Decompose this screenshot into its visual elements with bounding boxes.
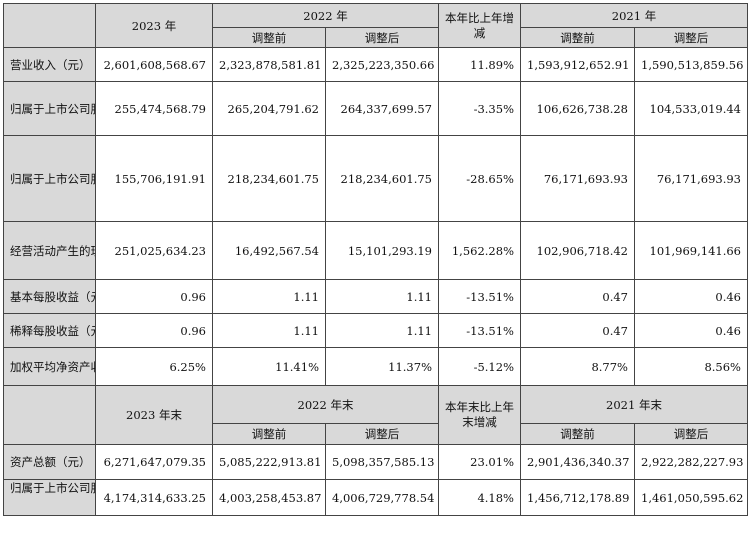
cell-2021-before: 102,906,718.42: [520, 221, 635, 280]
cell-2023: 4,174,314,633.25: [95, 479, 213, 516]
cell-2021-after: 76,171,693.93: [634, 135, 748, 222]
row-label: 加权平均净资产收益率: [3, 347, 96, 386]
cell-2021-after: 0.46: [634, 279, 748, 314]
header-2022-before: 调整前: [212, 423, 326, 445]
cell-2021-before: 0.47: [520, 279, 635, 314]
cell-2023: 6,271,647,079.35: [95, 444, 213, 480]
cell-2021-before: 106,626,738.28: [520, 81, 635, 136]
table-row: 经营活动产生的现金流量净额（元） 251,025,634.23 16,492,5…: [3, 221, 748, 280]
cell-2022-before: 11.41%: [212, 347, 326, 386]
cell-2022-before: 1.11: [212, 279, 326, 314]
cell-2022-after: 11.37%: [325, 347, 439, 386]
header-2021-before: 调整前: [520, 27, 635, 48]
table-row: 稀释每股收益（元/股） 0.96 1.11 1.11 -13.51% 0.47 …: [3, 313, 748, 348]
header-2021-after: 调整后: [634, 27, 748, 48]
cell-2022-before: 218,234,601.75: [212, 135, 326, 222]
cell-2021-after: 1,590,513,859.56: [634, 47, 748, 82]
cell-2021-before: 2,901,436,340.37: [520, 444, 635, 480]
cell-2022-before: 5,085,222,913.81: [212, 444, 326, 480]
cell-2021-after: 2,922,282,227.93: [634, 444, 748, 480]
cell-2022-after: 218,234,601.75: [325, 135, 439, 222]
cell-2021-before: 76,171,693.93: [520, 135, 635, 222]
header-year-2023: 2023 年: [95, 3, 213, 48]
cell-2022-after: 1.11: [325, 313, 439, 348]
cell-2021-after: 8.56%: [634, 347, 748, 386]
cell-2022-before: 1.11: [212, 313, 326, 348]
row-label: 归属于上市公司股东的净利润（元）: [3, 81, 96, 136]
cell-2022-before: 2,323,878,581.81: [212, 47, 326, 82]
cell-2023: 0.96: [95, 313, 213, 348]
cell-2022-before: 4,003,258,453.87: [212, 479, 326, 516]
cell-2022-after: 4,006,729,778.54: [325, 479, 439, 516]
header-2021-before: 调整前: [520, 423, 635, 445]
cell-2021-after: 101,969,141.66: [634, 221, 748, 280]
row-label: 归属于上市公司股东的扣除非经常性损益的净利润（元）: [3, 135, 96, 222]
cell-change: -28.65%: [438, 135, 521, 222]
header-2021-after: 调整后: [634, 423, 748, 445]
cell-2023: 2,601,608,568.67: [95, 47, 213, 82]
header-year-end-2022: 2022 年末: [212, 385, 439, 424]
header-year-2021: 2021 年: [520, 3, 748, 28]
cell-change: 11.89%: [438, 47, 521, 82]
cell-change: 4.18%: [438, 479, 521, 516]
cell-2022-after: 5,098,357,585.13: [325, 444, 439, 480]
table-row: 加权平均净资产收益率 6.25% 11.41% 11.37% -5.12% 8.…: [3, 347, 748, 386]
cell-2022-after: 15,101,293.19: [325, 221, 439, 280]
row-label: 经营活动产生的现金流量净额（元）: [3, 221, 96, 280]
cell-2021-before: 1,456,712,178.89: [520, 479, 635, 516]
cell-2022-after: 264,337,699.57: [325, 81, 439, 136]
cell-change: -3.35%: [438, 81, 521, 136]
cell-change: 23.01%: [438, 444, 521, 480]
table-row: 归属于上市公司股东的净利润（元） 255,474,568.79 265,204,…: [3, 81, 748, 136]
row-label: 稀释每股收益（元/股）: [3, 313, 96, 348]
cell-2022-before: 265,204,791.62: [212, 81, 326, 136]
header-2022-after: 调整后: [325, 27, 439, 48]
corner-header: [3, 385, 96, 445]
cell-2021-before: 8.77%: [520, 347, 635, 386]
header-year-end-2023: 2023 年末: [95, 385, 213, 445]
cell-change: -13.51%: [438, 313, 521, 348]
corner-header: [3, 3, 96, 48]
header-year-end-2021: 2021 年末: [520, 385, 748, 424]
cell-2022-after: 2,325,223,350.66: [325, 47, 439, 82]
table-row: 归属于上市公司股东的净资 4,174,314,633.25 4,003,258,…: [3, 479, 748, 516]
cell-2021-before: 0.47: [520, 313, 635, 348]
row-label: 归属于上市公司股东的净资: [3, 479, 96, 516]
cell-change: -13.51%: [438, 279, 521, 314]
cell-2021-after: 1,461,050,595.62: [634, 479, 748, 516]
table-row: 归属于上市公司股东的扣除非经常性损益的净利润（元） 155,706,191.91…: [3, 135, 748, 222]
cell-2021-before: 1,593,912,652.91: [520, 47, 635, 82]
header-2022-before: 调整前: [212, 27, 326, 48]
cell-change: 1,562.28%: [438, 221, 521, 280]
cell-2022-before: 16,492,567.54: [212, 221, 326, 280]
table-row: 基本每股收益（元/股） 0.96 1.11 1.11 -13.51% 0.47 …: [3, 279, 748, 314]
cell-2023: 251,025,634.23: [95, 221, 213, 280]
table-row: 营业收入（元） 2,601,608,568.67 2,323,878,581.8…: [3, 47, 748, 82]
cell-2023: 0.96: [95, 279, 213, 314]
cell-2023: 6.25%: [95, 347, 213, 386]
header-change: 本年比上年增减: [438, 3, 521, 48]
cell-2021-after: 0.46: [634, 313, 748, 348]
row-label: 营业收入（元）: [3, 47, 96, 82]
header-change-year-end: 本年末比上年末增减: [438, 385, 521, 445]
cell-change: -5.12%: [438, 347, 521, 386]
row-label: 基本每股收益（元/股）: [3, 279, 96, 314]
cell-2021-after: 104,533,019.44: [634, 81, 748, 136]
financial-summary-table: 2023 年 2022 年 本年比上年增减 2021 年 调整前 调整后 调整前…: [3, 3, 748, 516]
table-row: 资产总额（元） 6,271,647,079.35 5,085,222,913.8…: [3, 444, 748, 480]
cell-2023: 155,706,191.91: [95, 135, 213, 222]
header-2022-after: 调整后: [325, 423, 439, 445]
header-year-2022: 2022 年: [212, 3, 439, 28]
cell-2023: 255,474,568.79: [95, 81, 213, 136]
cell-2022-after: 1.11: [325, 279, 439, 314]
row-label: 资产总额（元）: [3, 444, 96, 480]
